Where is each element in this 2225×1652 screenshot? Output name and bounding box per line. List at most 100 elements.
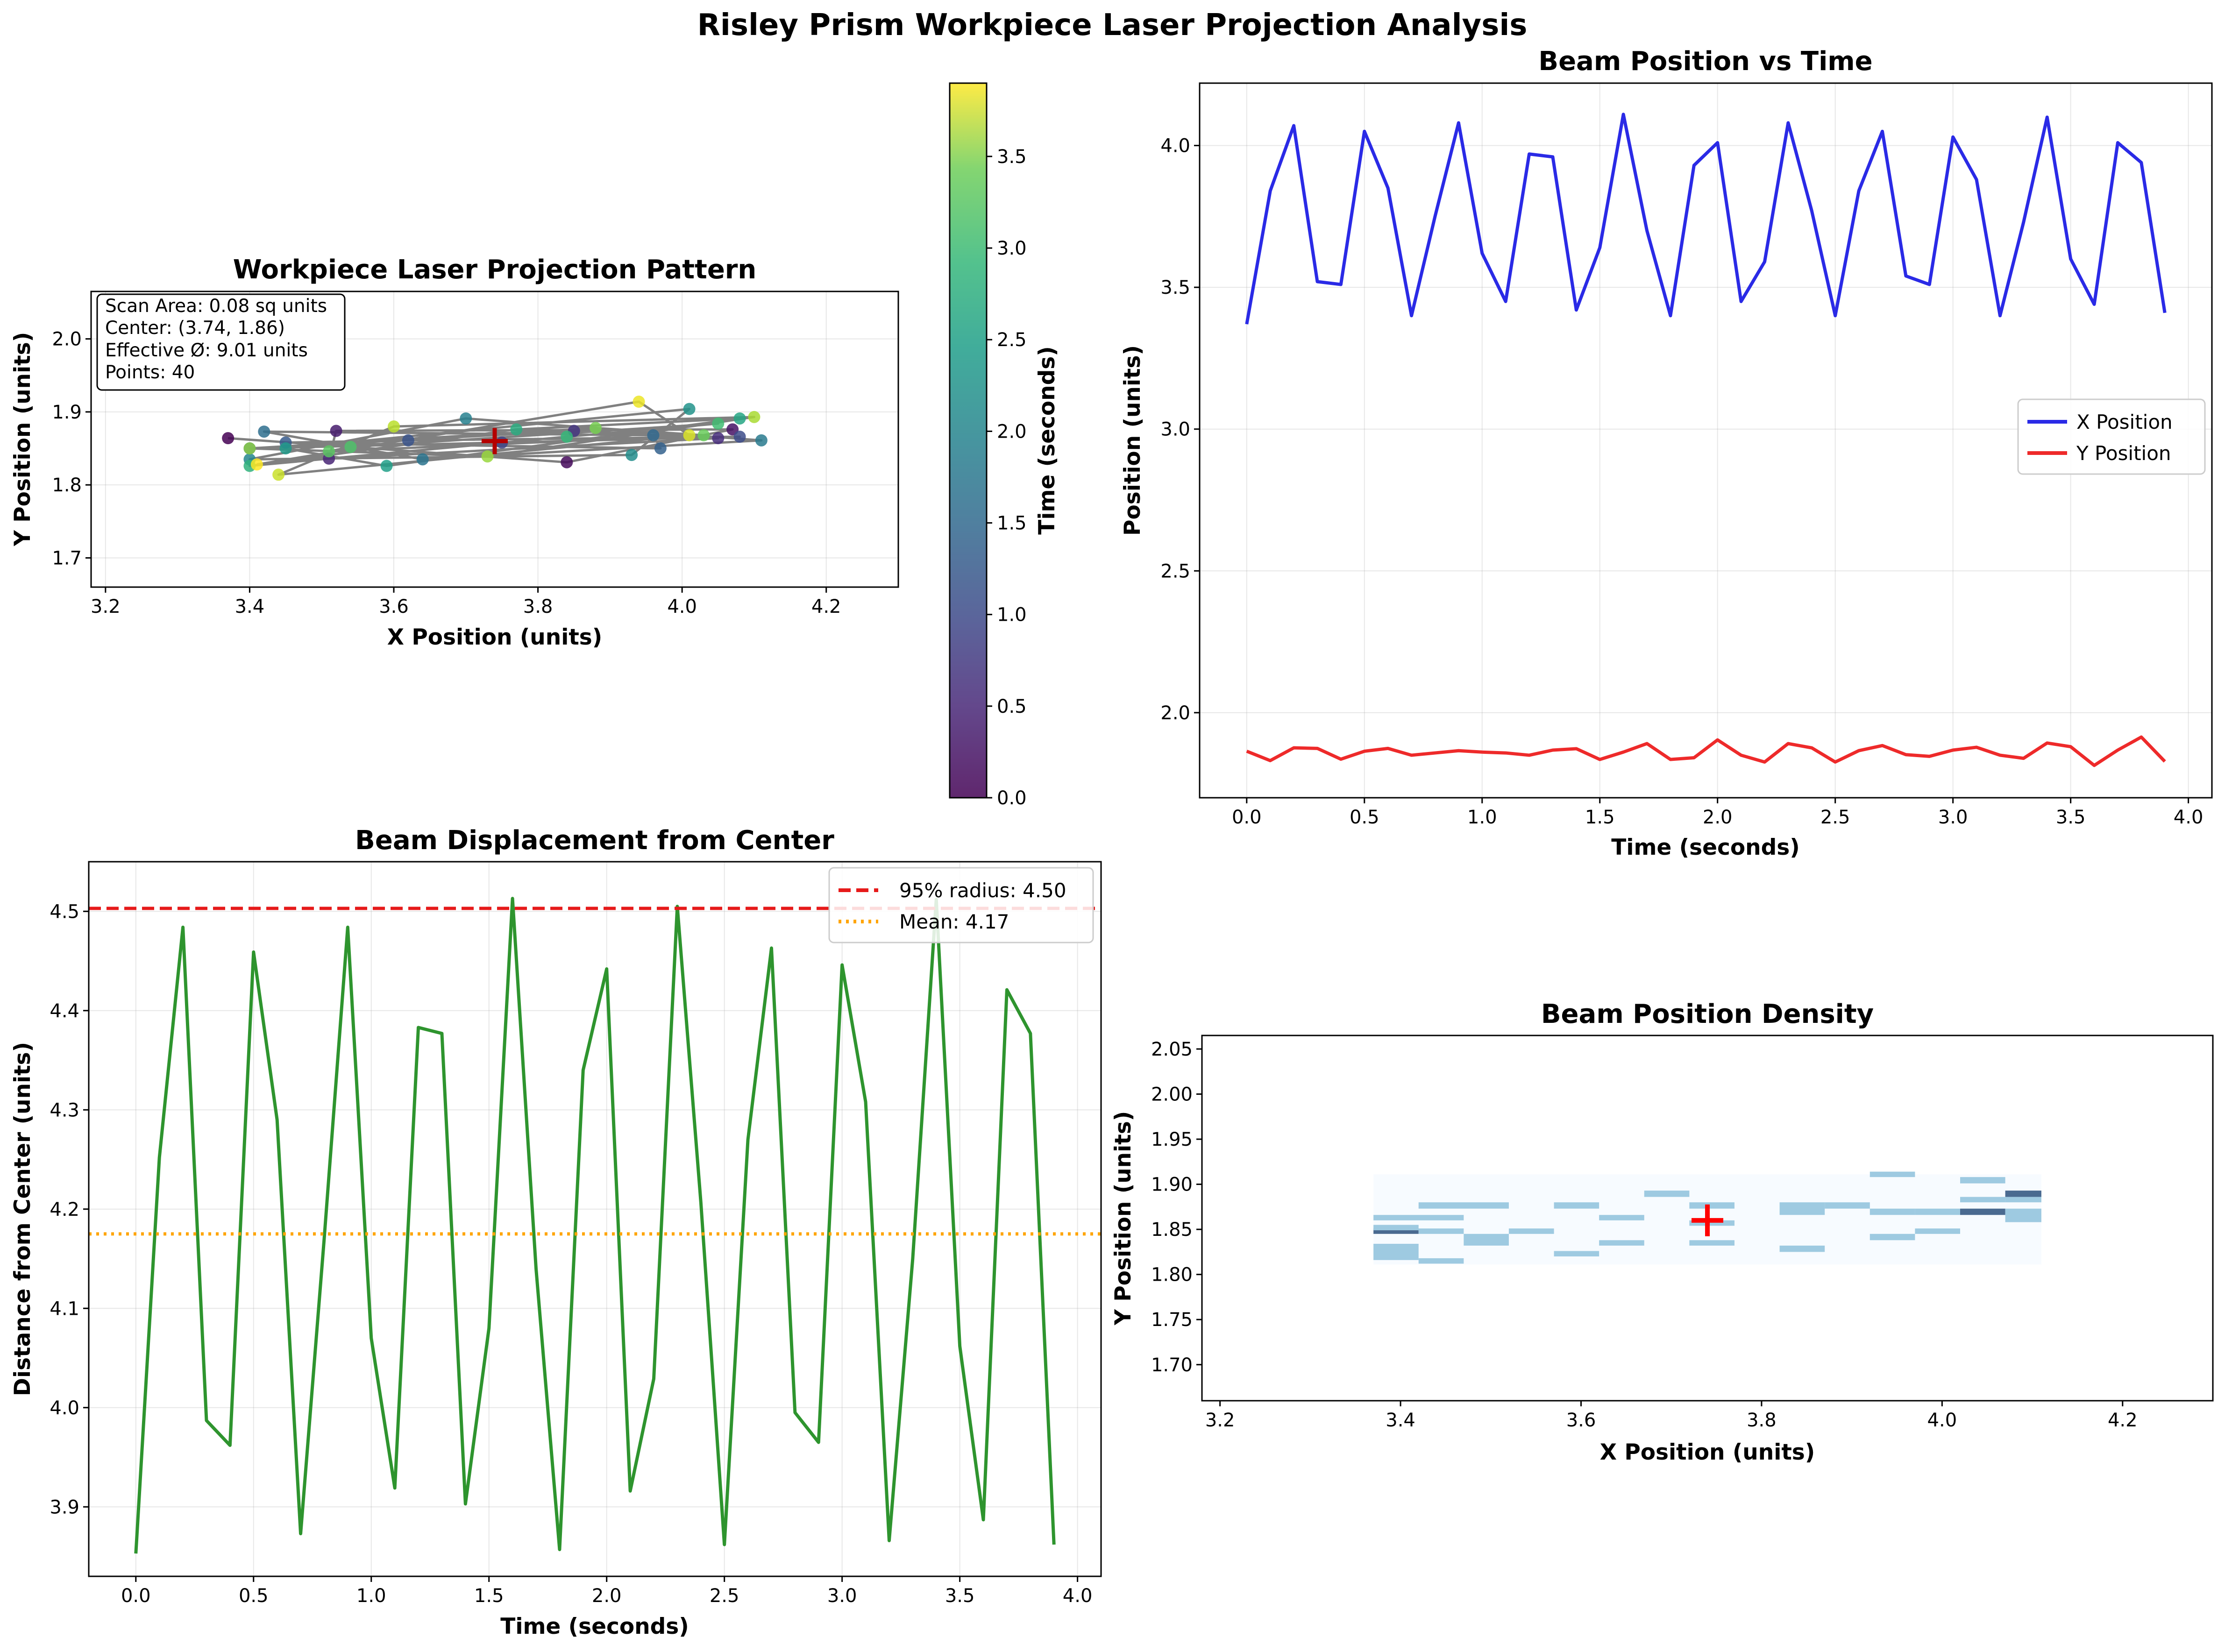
projection-xtick-label: 4.0	[667, 596, 697, 617]
density-ytick-label: 1.75	[1151, 1309, 1193, 1331]
projection-points	[222, 396, 768, 481]
displacement-ticks: 0.0 0.5 1.0 1.5 2.0 2.5 3.0 3.5 4.0 3.9 4.0 4.1 4.2 4…	[50, 901, 1092, 1607]
legend-radius95-label: 95% radius: 4.50	[899, 879, 1066, 902]
position-time-axes-frame	[1199, 82, 2213, 799]
displacement-ytick-label: 4.1	[50, 1298, 79, 1319]
colorbar-tick-label: 2.5	[997, 329, 1027, 351]
displacement-ytick-label: 4.0	[50, 1397, 79, 1419]
position-time-xtick-label: 3.0	[1938, 807, 1968, 828]
density-cell	[1418, 1258, 1464, 1264]
density-cell	[1599, 1215, 1644, 1220]
projection-title: Workpiece Laser Projection Pattern	[233, 255, 757, 285]
scan-point	[416, 453, 429, 466]
scan-point	[590, 422, 602, 434]
scan-point	[481, 450, 494, 463]
displacement-xtick-label: 2.0	[592, 1585, 622, 1607]
scan-point	[697, 429, 710, 441]
density-xtick-label: 4.0	[1927, 1410, 1957, 1431]
position-time-xtick-label: 3.5	[2056, 807, 2086, 828]
density-ytick-label: 1.95	[1151, 1129, 1193, 1150]
density-ytick-label: 1.80	[1151, 1264, 1193, 1286]
projection-center-marker	[482, 428, 508, 454]
scan-point	[258, 425, 270, 438]
displacement-xtick-label: 1.5	[474, 1585, 504, 1607]
scan-point	[683, 429, 696, 441]
position-time-xtick-label: 2.5	[1820, 807, 1850, 828]
position-time-xtick-label: 2.0	[1703, 807, 1733, 828]
density-cell	[1373, 1215, 1464, 1220]
scan-point	[243, 442, 256, 455]
density-ylabel: Y Position (units)	[1110, 1111, 1136, 1326]
scan-point	[633, 396, 645, 408]
density-cell	[2005, 1191, 2041, 1197]
density-panel: 3.2 3.4 3.6 3.8 4.0 4.2 1.70 1.75 1.80 1.85 1.90 1.…	[1110, 999, 2214, 1465]
density-cell	[1960, 1177, 2005, 1184]
density-cell	[1418, 1202, 1509, 1209]
projection-panel: 3.2 3.4 3.6 3.8 4.0 4.2 1.7 1.8 1.9 2.0 Workpiece…	[10, 82, 1060, 809]
position-time-xtick-label: 1.0	[1467, 807, 1497, 828]
density-cell	[1870, 1208, 1915, 1215]
colorbar-label: Time (seconds)	[1034, 346, 1060, 534]
density-cell	[1644, 1191, 1690, 1197]
colorbar-tick-label: 3.0	[997, 238, 1027, 259]
density-cell	[1373, 1244, 1419, 1260]
density-xtick-label: 3.8	[1747, 1410, 1777, 1431]
position-time-xtick-label: 0.5	[1350, 807, 1379, 828]
displacement-xtick-label: 3.0	[827, 1585, 857, 1607]
density-cell	[1779, 1245, 1825, 1252]
scan-point	[222, 432, 235, 445]
density-cell	[1825, 1202, 1870, 1209]
legend-mean-label: Mean: 4.17	[899, 910, 1009, 933]
scan-point	[733, 431, 746, 443]
position-time-ytick-label: 3.5	[1160, 277, 1190, 298]
colorbar-tick-label: 0.0	[997, 787, 1027, 809]
density-cell	[1689, 1240, 1735, 1246]
info-scan-area: Scan Area: 0.08 sq units	[105, 296, 327, 317]
density-center-marker	[1692, 1204, 1723, 1236]
scan-point	[683, 403, 696, 415]
scan-point	[388, 420, 400, 433]
density-cell	[2005, 1197, 2041, 1203]
displacement-ytick-label: 4.3	[50, 1099, 79, 1121]
scan-point	[402, 434, 414, 447]
position-time-ytick-label: 2.0	[1160, 702, 1190, 724]
scan-point	[250, 458, 263, 471]
density-cell	[1915, 1228, 1960, 1234]
density-cell	[1373, 1228, 1419, 1234]
info-center: Center: (3.74, 1.86)	[105, 318, 285, 339]
density-axes-frame	[1201, 1035, 2214, 1402]
projection-ytick-label: 1.9	[52, 402, 82, 423]
density-cell	[1418, 1228, 1464, 1234]
projection-ticks: 3.2 3.4 3.6 3.8 4.0 4.2 1.7 1.8 1.9 2.0	[52, 329, 841, 617]
colorbar-tick-label: 1.5	[997, 513, 1027, 534]
scan-point	[344, 440, 357, 453]
position-time-xlabel: Time (seconds)	[1611, 835, 1799, 860]
scan-point	[510, 423, 523, 436]
legend-x-label: X Position	[2076, 411, 2173, 433]
density-ticks: 3.2 3.4 3.6 3.8 4.0 4.2 1.70 1.75 1.80 1.85 1.90 1.…	[1151, 1039, 2138, 1431]
density-cell	[1689, 1220, 1735, 1226]
density-title: Beam Position Density	[1541, 999, 1874, 1029]
figure-title: Risley Prism Workpiece Laser Projection …	[697, 8, 1528, 43]
scan-point	[755, 434, 768, 447]
density-xtick-label: 3.4	[1386, 1410, 1415, 1431]
position-time-title: Beam Position vs Time	[1538, 46, 1872, 77]
density-cell	[1599, 1240, 1644, 1246]
scan-point	[272, 468, 285, 481]
x-position-line	[1245, 113, 2167, 325]
position-time-ytick-label: 2.5	[1160, 560, 1190, 582]
projection-colorbar: 0.0 0.5 1.0 1.5 2.0 2.5 3.0 3.5 Time (seconds)	[949, 82, 1060, 809]
displacement-xtick-label: 4.0	[1063, 1585, 1093, 1607]
density-cell	[1960, 1208, 2005, 1215]
displacement-panel: 0.0 0.5 1.0 1.5 2.0 2.5 3.0 3.5 4.0 3.9 4.0 4.1 4.2 4…	[10, 825, 1102, 1639]
position-time-ytick-label: 4.0	[1160, 135, 1190, 157]
density-ytick-label: 1.70	[1151, 1354, 1193, 1376]
scan-point	[460, 412, 472, 425]
scan-point	[279, 442, 292, 455]
colorbar-ticks: 0.0 0.5 1.0 1.5 2.0 2.5 3.0 3.5	[987, 146, 1027, 809]
density-xtick-label: 3.6	[1566, 1410, 1596, 1431]
displacement-xtick-label: 3.5	[945, 1585, 975, 1607]
y-position-line	[1246, 735, 2166, 767]
scan-point	[712, 417, 725, 430]
position-time-xtick-label: 0.0	[1232, 807, 1262, 828]
